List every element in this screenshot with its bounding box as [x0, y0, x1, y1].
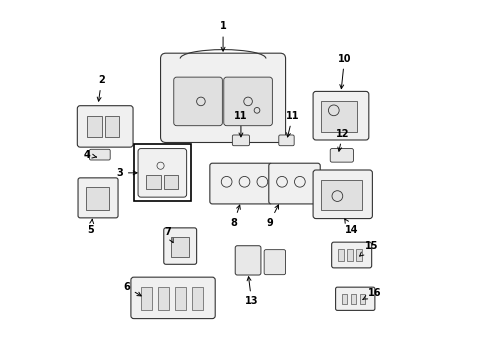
Bar	[134, 144, 190, 202]
Text: 14: 14	[344, 219, 358, 235]
FancyBboxPatch shape	[160, 53, 285, 143]
FancyBboxPatch shape	[77, 106, 133, 147]
FancyBboxPatch shape	[163, 228, 196, 264]
Bar	[146, 175, 160, 189]
Bar	[359, 294, 365, 304]
Bar	[321, 180, 362, 210]
FancyBboxPatch shape	[78, 178, 118, 218]
FancyBboxPatch shape	[312, 91, 368, 140]
Bar	[164, 175, 178, 189]
Text: 3: 3	[116, 168, 137, 178]
Bar	[192, 287, 203, 310]
FancyBboxPatch shape	[312, 170, 372, 219]
FancyBboxPatch shape	[278, 135, 294, 146]
Bar	[105, 116, 119, 137]
Bar	[350, 294, 356, 304]
FancyBboxPatch shape	[331, 242, 371, 268]
Text: 16: 16	[362, 288, 381, 300]
Text: 15: 15	[359, 241, 377, 256]
Text: 5: 5	[87, 219, 94, 235]
FancyBboxPatch shape	[264, 249, 285, 275]
Bar	[141, 287, 151, 310]
FancyBboxPatch shape	[335, 287, 374, 310]
Text: 7: 7	[164, 227, 173, 243]
FancyBboxPatch shape	[235, 246, 261, 275]
Bar	[85, 187, 108, 210]
Text: 1: 1	[219, 21, 226, 51]
FancyBboxPatch shape	[268, 163, 320, 204]
Bar	[158, 287, 168, 310]
Text: 2: 2	[97, 75, 105, 101]
Bar	[337, 249, 343, 261]
Text: 4: 4	[84, 150, 96, 160]
FancyBboxPatch shape	[329, 149, 353, 162]
Bar	[346, 249, 352, 261]
FancyBboxPatch shape	[209, 163, 271, 204]
Bar	[321, 102, 356, 132]
Text: 9: 9	[265, 205, 278, 228]
FancyBboxPatch shape	[138, 149, 186, 197]
Text: 11: 11	[285, 111, 299, 137]
Bar	[175, 287, 185, 310]
Bar	[87, 116, 102, 137]
Text: 12: 12	[335, 129, 349, 151]
Text: 11: 11	[234, 111, 247, 137]
Text: 6: 6	[123, 282, 141, 296]
Bar	[341, 294, 346, 304]
Text: 8: 8	[230, 205, 240, 228]
Bar	[355, 249, 361, 261]
Text: 10: 10	[337, 54, 350, 89]
FancyBboxPatch shape	[224, 77, 272, 126]
Text: 13: 13	[244, 277, 258, 306]
FancyBboxPatch shape	[232, 135, 249, 146]
FancyBboxPatch shape	[89, 149, 110, 160]
Bar	[171, 237, 189, 257]
FancyBboxPatch shape	[131, 277, 215, 319]
FancyBboxPatch shape	[173, 77, 222, 126]
